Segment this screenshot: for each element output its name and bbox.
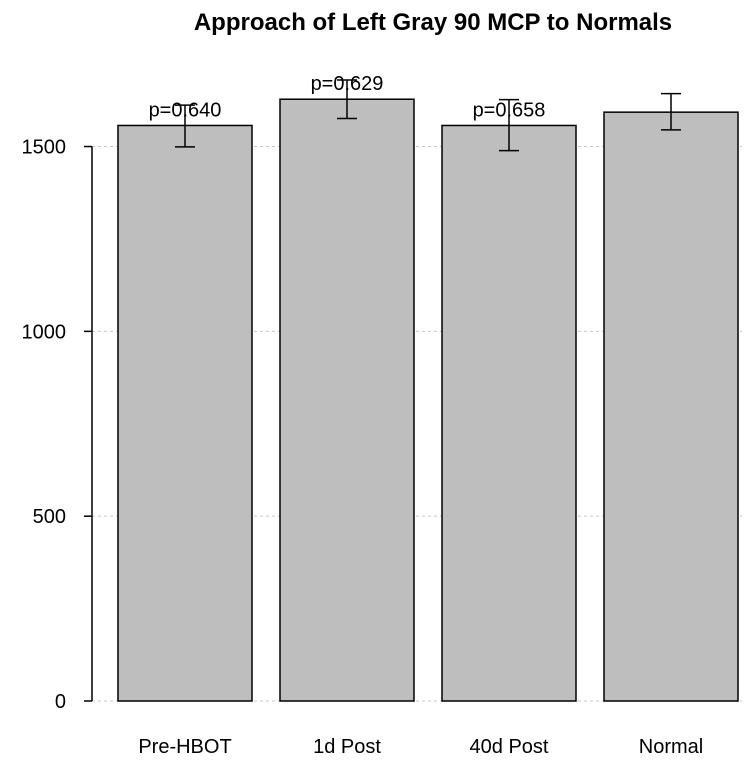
y-tick-label: 1000 xyxy=(22,321,67,343)
bar xyxy=(441,124,577,702)
error-bar xyxy=(175,104,195,148)
error-bar xyxy=(337,79,357,120)
x-axis-labels: Pre-HBOT 1d Post 40d Post Normal xyxy=(138,736,703,758)
p-value-label: p=0.640 xyxy=(149,99,222,121)
p-value-label: p=0.629 xyxy=(311,73,384,95)
y-tick-label: 500 xyxy=(33,506,66,528)
bar xyxy=(279,98,415,702)
y-tick-label: 0 xyxy=(55,691,66,713)
error-bars xyxy=(175,79,681,152)
y-tick-label: 1500 xyxy=(22,137,67,159)
bars xyxy=(117,98,739,702)
x-tick-label: Normal xyxy=(639,736,703,758)
error-bar xyxy=(661,92,681,131)
p-value-labels: p=0.640 p=0.629 p=0.658 xyxy=(149,73,546,121)
x-tick-label: 40d Post xyxy=(470,736,549,758)
y-axis: 0 500 1000 1500 xyxy=(22,137,93,713)
error-bar xyxy=(499,98,519,152)
p-value-label: p=0.658 xyxy=(473,99,546,121)
x-tick-label: 1d Post xyxy=(313,736,381,758)
x-tick-label: Pre-HBOT xyxy=(138,736,231,758)
chart-title: Approach of Left Gray 90 MCP to Normals xyxy=(194,9,672,36)
bar xyxy=(603,111,739,702)
bar xyxy=(117,124,253,702)
